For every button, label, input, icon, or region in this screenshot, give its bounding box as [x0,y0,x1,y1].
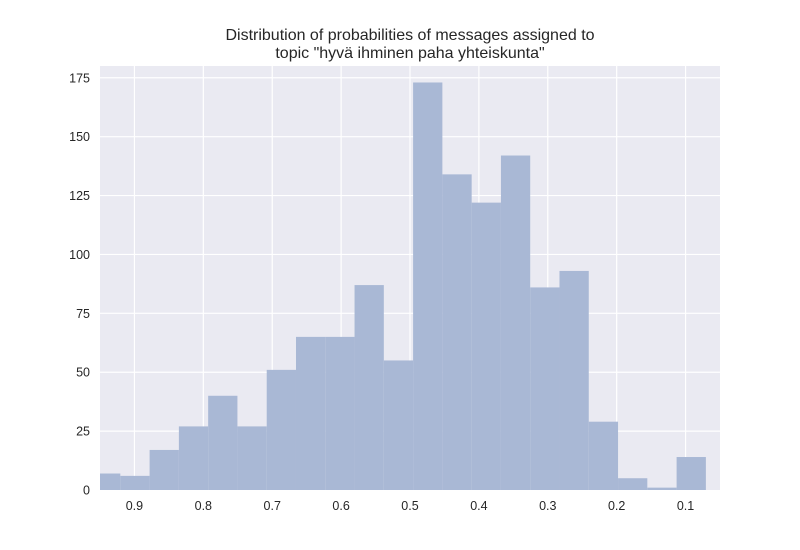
histogram-bar-5 [237,426,267,490]
x-tick-label: 0.4 [470,499,487,513]
x-tick-label: 0.8 [195,499,212,513]
histogram-bar-7 [295,336,326,490]
histogram-bar-4 [208,395,238,490]
y-tick-label: 125 [69,189,90,203]
histogram-bar-10 [383,360,414,490]
histogram-bar-1 [120,475,150,490]
y-tick-label: 25 [76,425,90,439]
y-tick-label: 175 [69,71,90,85]
y-tick-label: 75 [76,307,90,321]
y-tick-label: 150 [69,130,90,144]
x-tick-label: 0.7 [264,499,281,513]
y-tick-label: 50 [76,366,90,380]
histogram-bar-16 [559,270,589,490]
histogram-bar-3 [178,426,209,490]
chart-title-line-2: topic "hyvä ihminen paha yhteiskunta" [275,45,544,62]
histogram-bars [100,82,706,490]
histogram-bar-6 [266,369,296,490]
histogram-bar-18 [618,478,648,490]
x-tick-label: 0.2 [608,499,625,513]
histogram-bar-14 [500,155,531,490]
histogram-bar-12 [442,174,472,490]
histogram-bar-13 [471,202,501,490]
histogram-bar-8 [325,336,355,490]
histogram-bar-15 [530,287,560,490]
x-tick-label: 0.5 [401,499,418,513]
histogram-bar-20 [676,457,706,490]
x-tick-label: 0.6 [332,499,349,513]
x-tick-label: 0.9 [126,499,143,513]
chart-title-line-1: Distribution of probabilities of message… [225,27,594,44]
x-tick-label: 0.1 [677,499,694,513]
x-tick-labels: 0.9 0.8 0.7 0.6 0.5 0.4 0.3 0.2 0.1 [126,499,695,513]
histogram-bar-2 [149,449,179,490]
y-tick-label: 0 [83,484,90,498]
histogram-bar-19 [647,487,677,490]
histogram-bar-0 [100,473,121,490]
y-tick-labels: 0 25 50 75 100 125 150 175 [69,71,90,497]
histogram-bar-9 [354,285,384,490]
histogram-bar-11 [413,82,443,490]
x-tick-label: 0.3 [539,499,556,513]
y-tick-label: 100 [69,248,90,262]
histogram-bar-17 [588,421,619,490]
